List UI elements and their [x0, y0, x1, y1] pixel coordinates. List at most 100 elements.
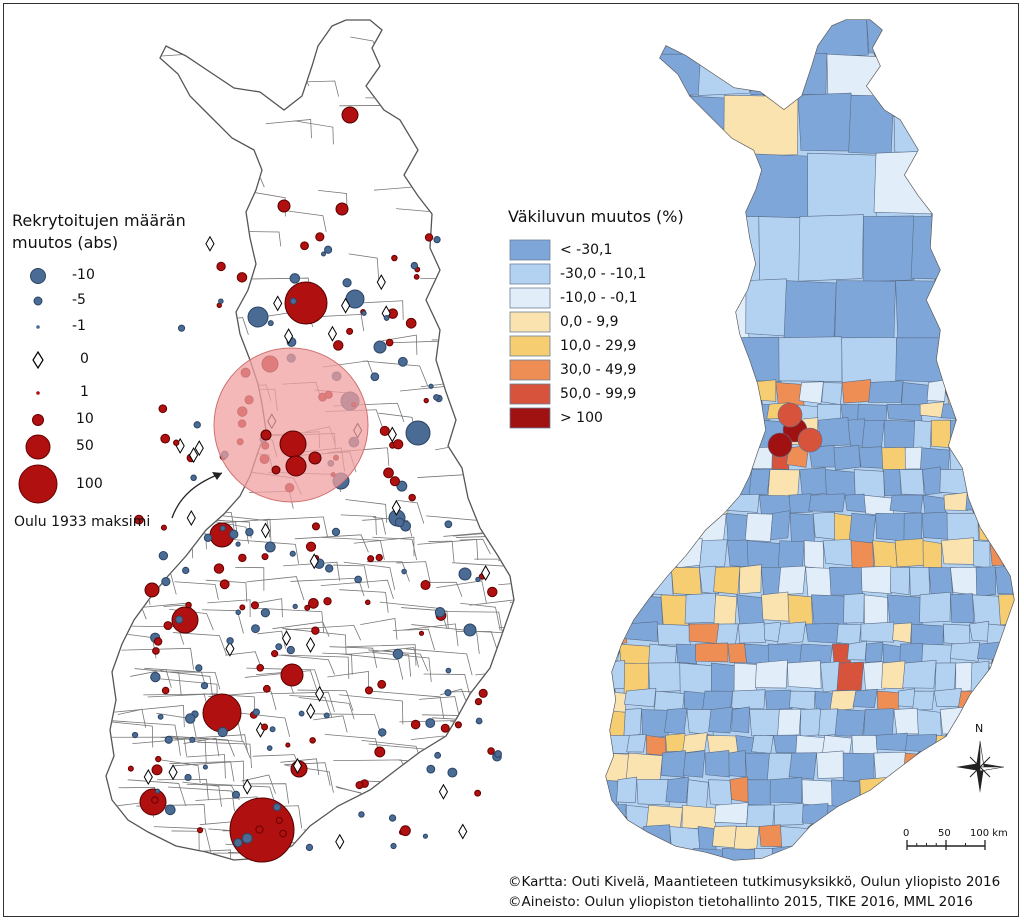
municipality-border — [511, 555, 514, 579]
municipality-border — [340, 653, 404, 680]
zero-change-diamond — [168, 764, 178, 781]
municipality-cell — [926, 379, 947, 402]
gain-circle — [260, 429, 272, 441]
right-legend-label: 10,0 - 29,9 — [560, 338, 637, 354]
municipality-cell — [893, 707, 921, 735]
municipality-cell — [1002, 848, 1014, 860]
municipality-border — [327, 671, 369, 693]
municipality-border — [513, 645, 514, 667]
municipality-cell — [1006, 419, 1014, 453]
municipality-cell — [723, 94, 799, 158]
municipality-border — [360, 617, 398, 640]
gain-circle — [171, 606, 199, 634]
municipality-cell — [658, 469, 686, 499]
gain-circle — [377, 679, 387, 689]
municipality-cell — [940, 402, 965, 420]
municipality-cell — [950, 566, 980, 596]
municipality-border — [496, 98, 514, 122]
municipality-border — [463, 431, 514, 453]
loss-circle — [383, 315, 390, 321]
municipality-border — [288, 210, 327, 232]
municipality-cell — [627, 494, 655, 514]
gain-circle — [410, 719, 421, 730]
municipality-border — [398, 759, 470, 787]
municipality-cell — [636, 779, 670, 806]
municipality-border — [235, 566, 265, 591]
loss-circle — [392, 648, 404, 660]
municipality-border — [111, 720, 179, 742]
right-legend-label: -10,0 - -0,1 — [560, 290, 638, 306]
gain-circle — [279, 829, 287, 838]
municipality-cell — [929, 751, 967, 780]
municipality-border — [283, 561, 341, 581]
municipality-cell — [606, 53, 647, 95]
gain-circle — [155, 755, 162, 763]
legend-symbol-10 — [32, 414, 44, 426]
municipality-cell — [767, 469, 800, 497]
north-label: N — [975, 722, 984, 735]
map-frame — [3, 3, 1019, 917]
municipality-border — [349, 862, 410, 885]
municipality-cell — [846, 640, 867, 661]
municipality-border — [133, 842, 163, 860]
municipality-cell — [966, 735, 999, 755]
municipality-border — [481, 804, 514, 824]
municipality-border — [407, 827, 453, 852]
municipality-border — [486, 465, 514, 489]
loss-circle — [235, 541, 241, 547]
municipality-border — [401, 607, 449, 629]
gain-circle — [335, 202, 349, 216]
gain-circle — [346, 327, 354, 335]
municipality-cell — [769, 777, 803, 804]
gain-circle — [364, 686, 374, 695]
municipality-border — [417, 539, 479, 561]
municipality-cell — [861, 565, 892, 595]
municipality-border — [265, 118, 312, 139]
municipality-border — [247, 783, 290, 804]
municipality-cell — [986, 777, 1007, 804]
gain-circle — [127, 765, 134, 772]
municipality-cell — [919, 591, 951, 623]
municipality-border — [470, 798, 511, 814]
loss-circle — [390, 842, 397, 850]
municipality-border — [474, 558, 514, 583]
municipality-border — [168, 230, 222, 251]
loss-circle — [286, 645, 295, 655]
municipality-cell — [868, 380, 904, 403]
municipality-border — [180, 339, 208, 356]
municipality-border — [447, 252, 481, 277]
municipality-cell — [1016, 564, 1024, 592]
gain-circle — [367, 555, 375, 563]
municipality-cell — [1017, 95, 1024, 158]
municipality-border — [411, 624, 480, 654]
loss-circle — [175, 615, 184, 624]
municipality-cell — [727, 643, 747, 664]
municipality-cell — [704, 750, 731, 778]
municipality-border — [123, 324, 161, 350]
municipality-border — [363, 803, 437, 829]
municipality-cell — [875, 732, 909, 752]
municipality-border — [495, 673, 514, 701]
municipality-cell — [977, 419, 1014, 449]
loss-circle — [195, 664, 203, 672]
municipality-cell — [623, 708, 642, 738]
municipality-border — [226, 872, 252, 894]
municipality-cell — [606, 752, 630, 782]
municipality-border — [168, 671, 221, 690]
gain-circle — [440, 723, 450, 733]
municipality-cell — [606, 594, 629, 627]
municipality-cell — [816, 750, 845, 779]
municipality-border — [444, 731, 486, 756]
municipality-cell — [797, 92, 855, 152]
zero-change-diamond — [335, 833, 345, 850]
municipality-border — [186, 754, 226, 779]
loss-circle — [164, 804, 176, 816]
municipality-cell — [955, 662, 973, 693]
municipality-cell — [848, 513, 877, 544]
municipality-cell — [652, 380, 690, 404]
oulu-1933-max-circle — [213, 347, 369, 503]
municipality-cell — [987, 20, 1014, 60]
municipality-cell — [681, 804, 717, 830]
municipality-border — [127, 779, 187, 807]
municipality-cell — [992, 53, 1014, 98]
